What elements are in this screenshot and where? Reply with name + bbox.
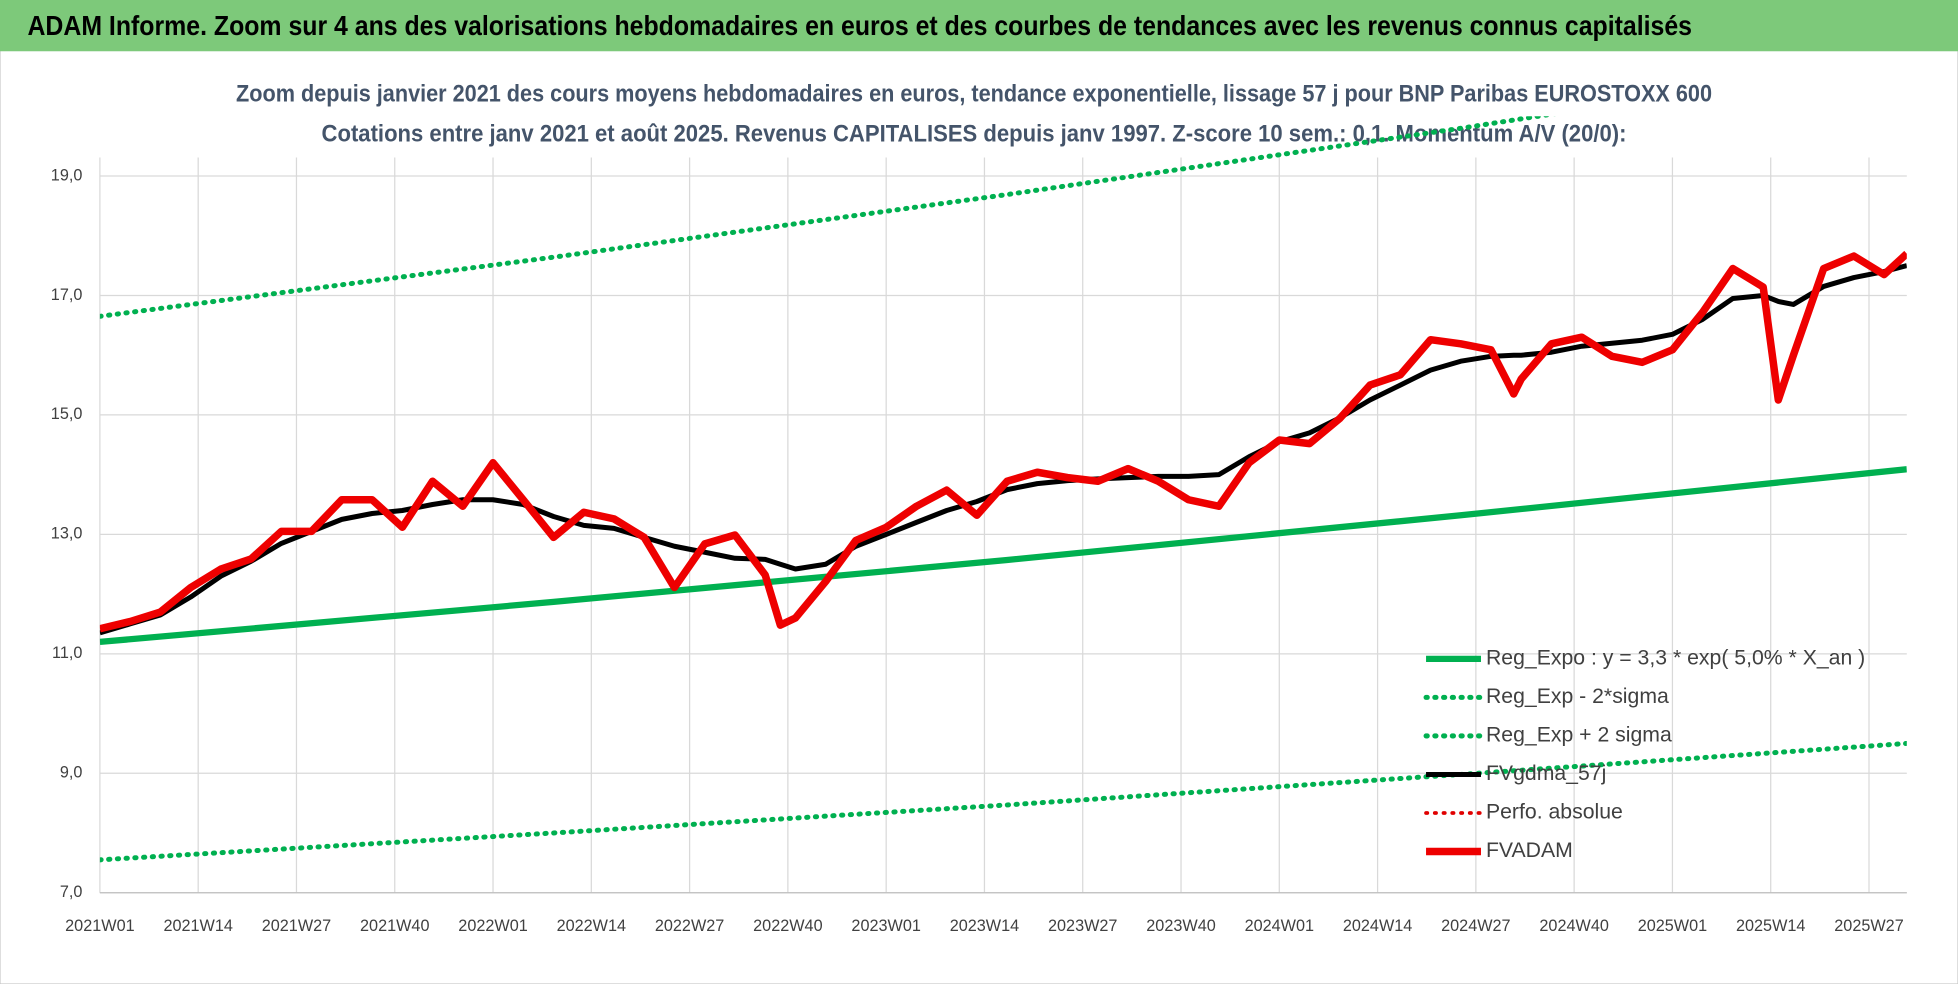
- x-tick-label: 2023W27: [1048, 917, 1117, 935]
- series-line: [99, 740, 1907, 863]
- chart-title: Zoom depuis janvier 2021 des cours moyen…: [236, 81, 1712, 107]
- legend-label: FVgdma_57j: [1486, 761, 1606, 785]
- plot: [99, 116, 1907, 863]
- x-tick-label: 2024W01: [1245, 917, 1314, 935]
- header-title: ADAM Informe. Zoom sur 4 ans des valoris…: [27, 10, 1692, 41]
- y-tick-label: 9,0: [60, 764, 83, 782]
- series-line: [99, 466, 1907, 646]
- y-tick-label: 13,0: [51, 525, 83, 543]
- x-tick-label: 2022W40: [753, 917, 822, 935]
- legend-label: Reg_Exp + 2 sigma: [1486, 723, 1672, 747]
- header-band: [0, 0, 1958, 52]
- x-tick-label: 2021W40: [360, 917, 429, 935]
- series-line: [99, 250, 1907, 633]
- grid: 7,0 9,0 11,0 13,0 15,0 17,0 19,0 2021W01 2021W14…: [51, 157, 1907, 935]
- x-tick-label: 2022W27: [655, 917, 724, 935]
- legend-label: FVADAM: [1486, 838, 1573, 862]
- series-line: [99, 116, 1555, 319]
- legend-label: Perfo. absolue: [1486, 800, 1623, 824]
- x-tick-label: 2021W14: [163, 917, 232, 935]
- x-tick-label: 2023W14: [950, 917, 1019, 935]
- y-tick-label: 7,0: [60, 883, 83, 901]
- x-tick-label: 2025W27: [1834, 917, 1903, 935]
- x-tick-label: 2022W01: [458, 917, 527, 935]
- legend-label: Reg_Exp - 2*sigma: [1486, 684, 1669, 708]
- y-tick-label: 17,0: [51, 286, 83, 304]
- legend-label: Reg_Expo : y = 3,3 * exp( 5,0% * X_an ): [1486, 646, 1865, 670]
- x-tick-label: 2021W27: [262, 917, 331, 935]
- x-tick-label: 2025W01: [1638, 917, 1707, 935]
- x-tick-label: 2024W14: [1343, 917, 1412, 935]
- x-tick-label: 2023W40: [1146, 917, 1215, 935]
- y-tick-label: 15,0: [51, 405, 83, 423]
- y-tick-label: 11,0: [52, 644, 82, 662]
- x-tick-label: 2024W27: [1441, 917, 1510, 935]
- y-tick-label: 19,0: [51, 166, 83, 184]
- x-tick-label: 2022W14: [557, 917, 626, 935]
- chart-subtitle: Cotations entre janv 2021 et août 2025. …: [322, 121, 1627, 147]
- x-tick-label: 2023W01: [851, 917, 920, 935]
- x-tick-label: 2024W40: [1539, 917, 1608, 935]
- x-tick-label: 2025W14: [1736, 917, 1805, 935]
- legend: Reg_Expo : y = 3,3 * exp( 5,0% * X_an ) R…: [1423, 646, 1865, 862]
- x-tick-label: 2021W01: [65, 917, 134, 935]
